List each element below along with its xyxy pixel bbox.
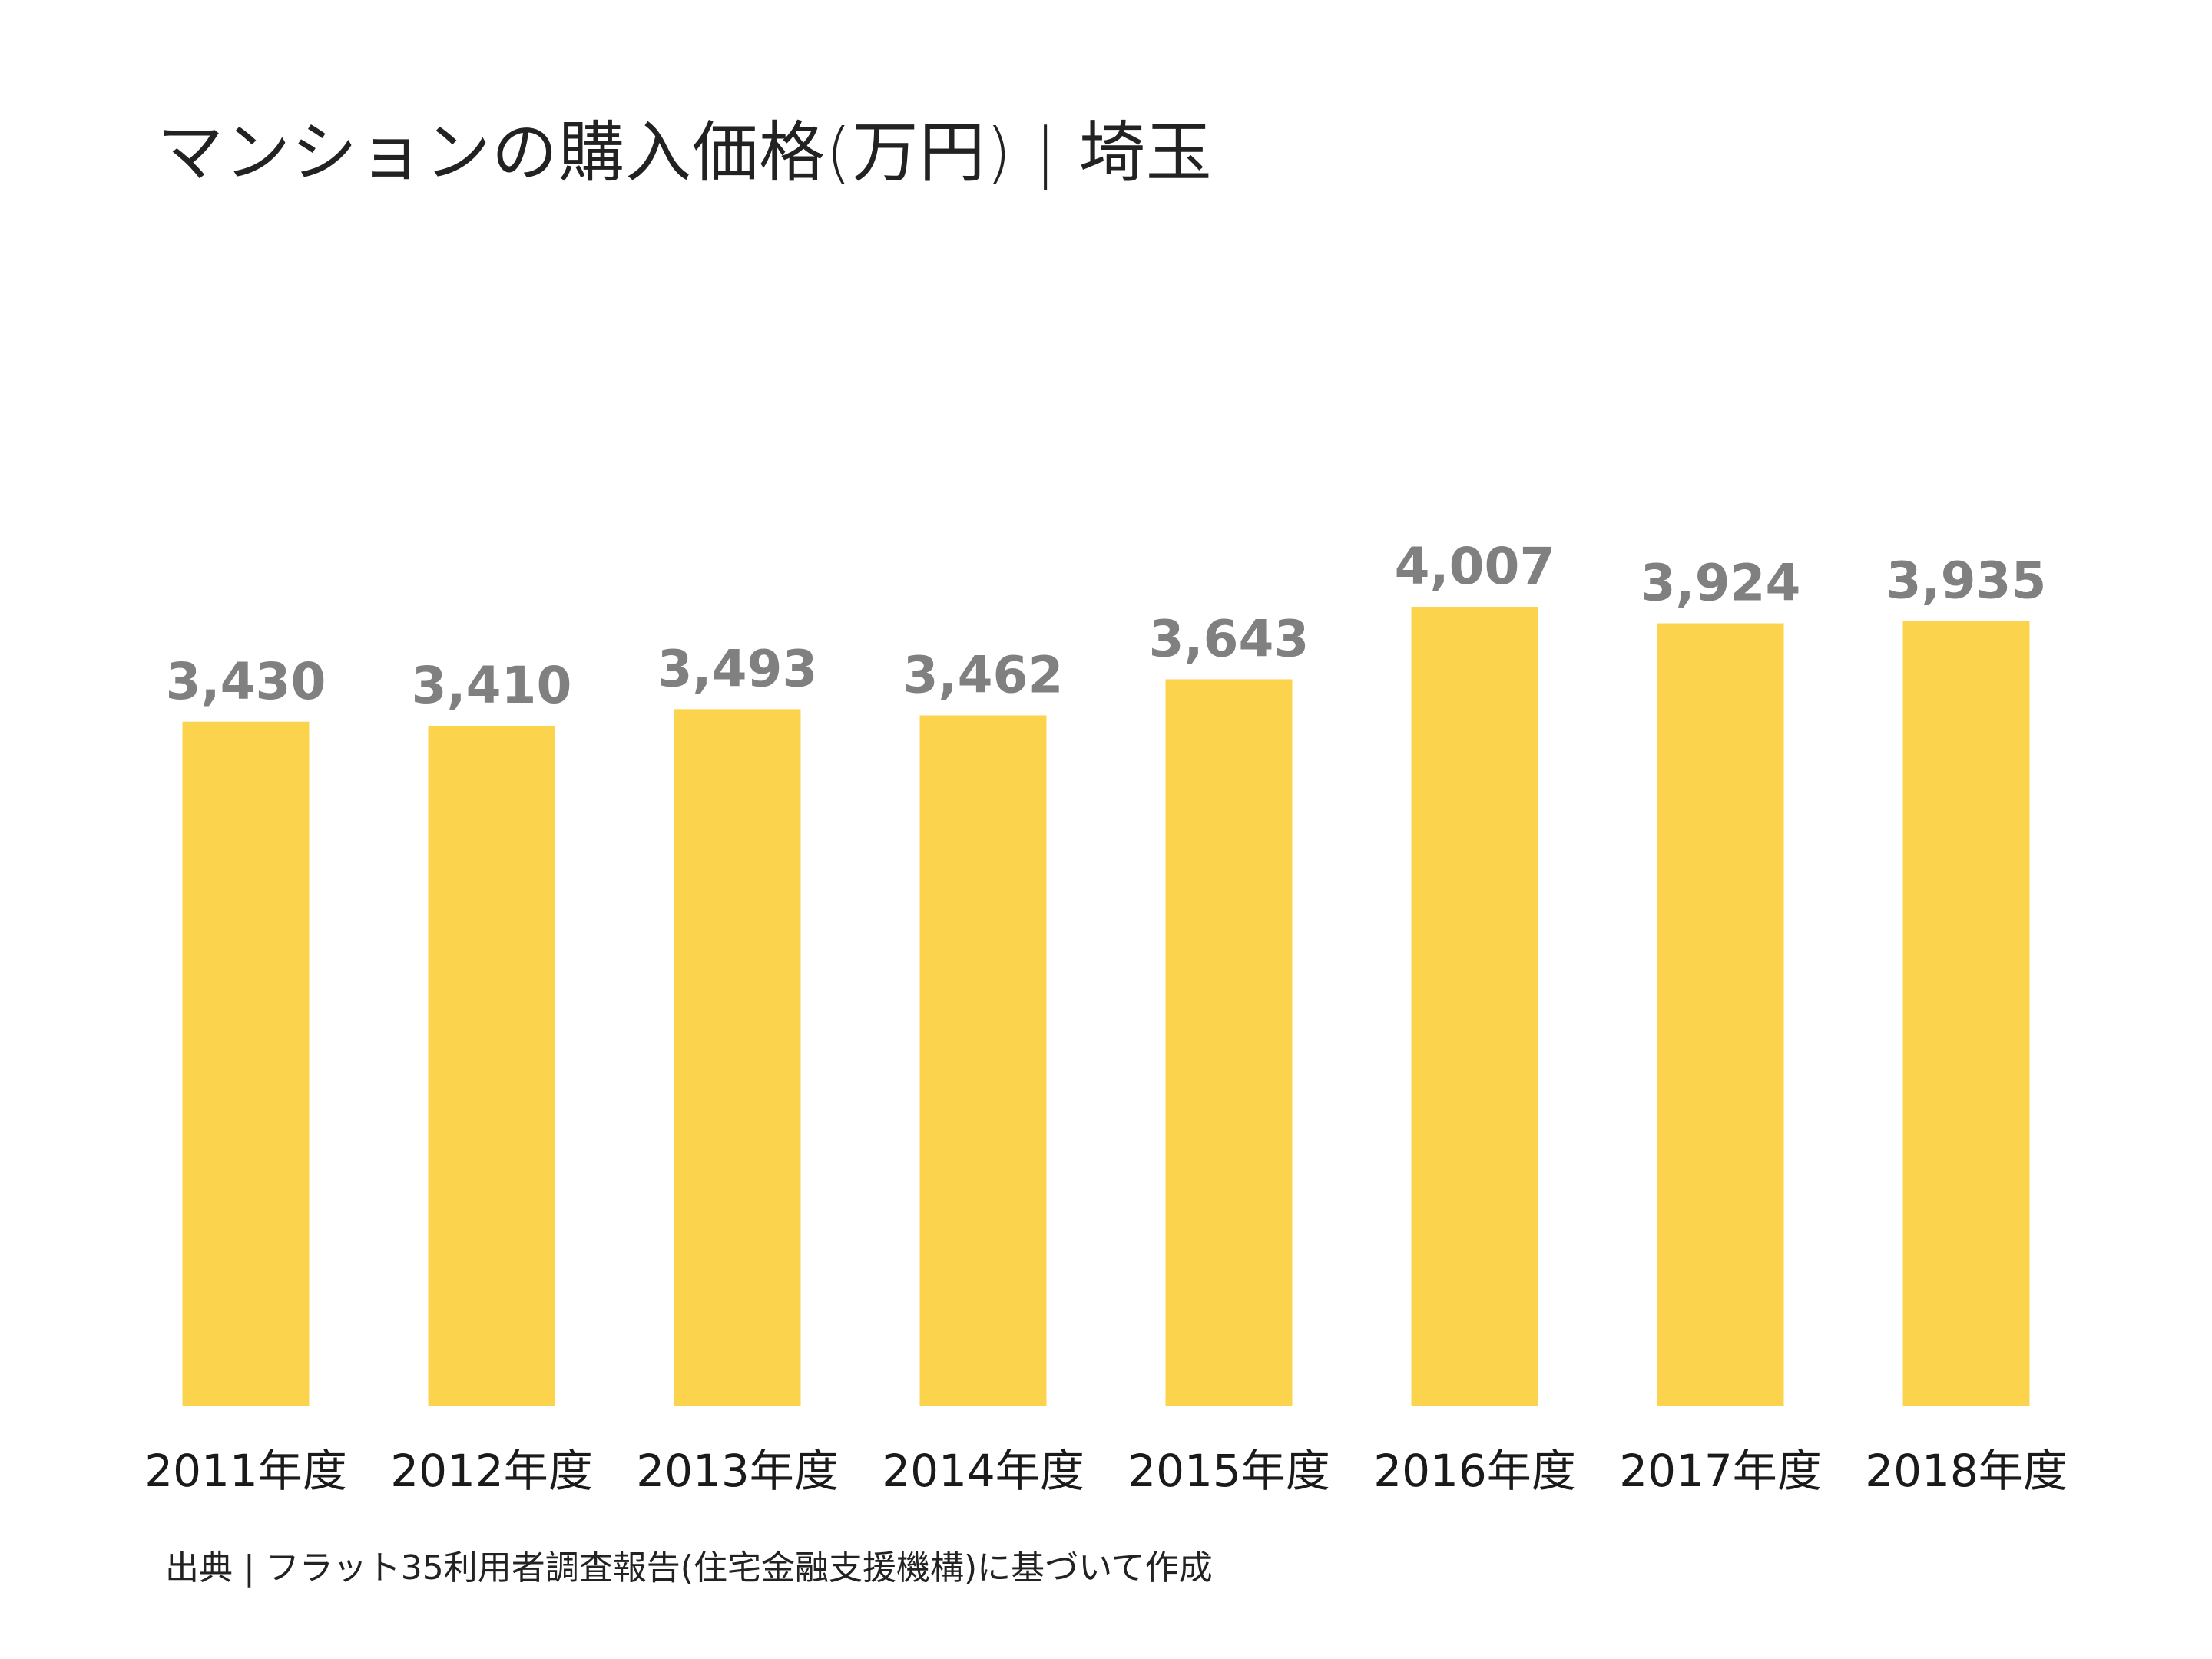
value-label: 3,462 bbox=[903, 645, 1064, 704]
x-tick-labels-group: 2011年度 2012年度 2013年度 2014年度 2015年度 2016年度 2017… bbox=[144, 1445, 2068, 1497]
bars-group bbox=[182, 607, 2030, 1406]
bar-2015年度 bbox=[1165, 679, 1293, 1406]
x-tick-label: 2015年度 bbox=[1128, 1445, 1330, 1497]
bar-2018年度 bbox=[1902, 621, 2030, 1406]
value-label: 3,924 bbox=[1641, 554, 1801, 613]
x-tick-label: 2017年度 bbox=[1619, 1445, 1822, 1497]
x-tick-label: 2012年度 bbox=[390, 1445, 593, 1497]
x-tick-label: 2016年度 bbox=[1373, 1445, 1576, 1497]
x-tick-label: 2013年度 bbox=[636, 1445, 839, 1497]
chart-title: マンションの購入価格(万円) | 埼玉 bbox=[157, 114, 1213, 191]
source-note: 出典 | フラット35利用者調査報告(住宅金融支援機構)に基づいて作成 bbox=[165, 1548, 1213, 1588]
value-label: 3,493 bbox=[657, 639, 818, 698]
bar-2017年度 bbox=[1657, 623, 1784, 1406]
value-label: 3,643 bbox=[1149, 609, 1310, 668]
value-labels-group: 3,430 3,410 3,493 3,462 3,643 4,007 3,924 3,935 bbox=[166, 537, 2047, 715]
value-label: 3,430 bbox=[166, 652, 326, 711]
bar-2016年度 bbox=[1411, 607, 1538, 1406]
x-tick-label: 2011年度 bbox=[144, 1445, 347, 1497]
bar-2011年度 bbox=[182, 721, 310, 1406]
value-label: 3,935 bbox=[1886, 551, 2047, 611]
bar-2014年度 bbox=[919, 715, 1047, 1406]
x-tick-label: 2018年度 bbox=[1865, 1445, 2068, 1497]
bar-2012年度 bbox=[428, 725, 555, 1406]
value-label: 3,410 bbox=[412, 656, 572, 715]
bar-2013年度 bbox=[674, 709, 801, 1406]
x-tick-label: 2014年度 bbox=[882, 1445, 1084, 1497]
value-label: 4,007 bbox=[1395, 537, 1555, 596]
